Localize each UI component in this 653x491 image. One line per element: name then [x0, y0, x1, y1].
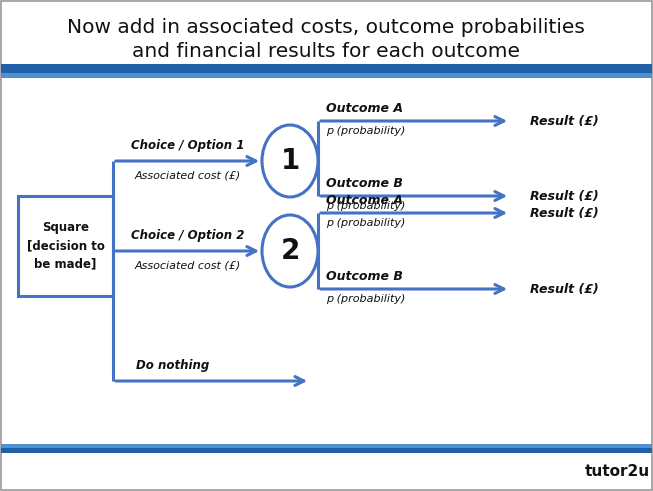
Text: Now add in associated costs, outcome probabilities: Now add in associated costs, outcome pro… [67, 18, 585, 36]
Text: p (probability): p (probability) [326, 126, 406, 136]
Text: and financial results for each outcome: and financial results for each outcome [132, 42, 520, 60]
Text: p (probability): p (probability) [326, 201, 406, 211]
Bar [1, 64, 652, 73]
Text: Outcome B: Outcome B [326, 177, 403, 190]
Text: p (probability): p (probability) [326, 294, 406, 304]
Text: Square
[decision to
be made]: Square [decision to be made] [27, 221, 104, 271]
Text: Choice / Option 1: Choice / Option 1 [131, 139, 244, 152]
Text: Outcome A: Outcome A [326, 194, 403, 207]
Text: Result (£): Result (£) [530, 207, 599, 219]
Text: tutor2u: tutor2u [584, 464, 650, 479]
Bar [1, 73, 652, 78]
Text: 1: 1 [280, 147, 300, 175]
Text: Do nothing: Do nothing [136, 359, 209, 372]
Text: Associated cost (£): Associated cost (£) [135, 170, 240, 180]
Text: 2: 2 [280, 237, 300, 265]
Ellipse shape [262, 125, 318, 197]
Text: Result (£): Result (£) [530, 282, 599, 296]
Bar [1, 444, 652, 453]
Text: Result (£): Result (£) [530, 114, 599, 128]
Text: Choice / Option 2: Choice / Option 2 [131, 229, 244, 242]
Bar [1, 444, 652, 448]
Text: p (probability): p (probability) [326, 218, 406, 228]
Text: Associated cost (£): Associated cost (£) [135, 260, 240, 270]
Text: Outcome A: Outcome A [326, 102, 403, 115]
Text: Result (£): Result (£) [530, 190, 599, 202]
Bar [18, 196, 113, 296]
Ellipse shape [262, 215, 318, 287]
Text: Outcome B: Outcome B [326, 270, 403, 283]
